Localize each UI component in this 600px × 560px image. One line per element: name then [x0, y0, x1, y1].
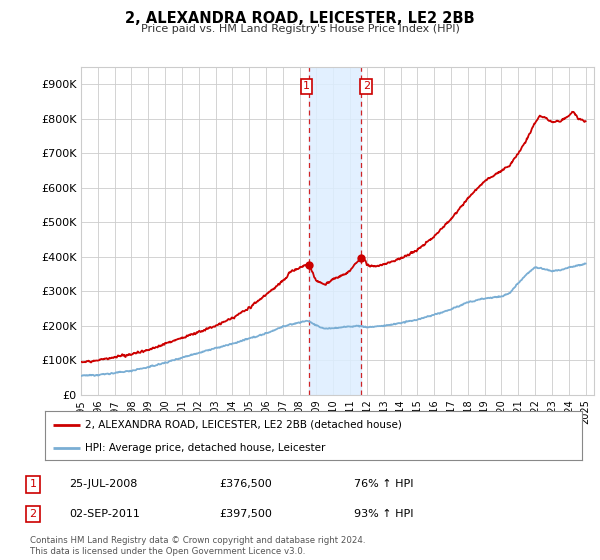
Text: 02-SEP-2011: 02-SEP-2011 [69, 509, 140, 519]
Text: £397,500: £397,500 [219, 509, 272, 519]
Text: 93% ↑ HPI: 93% ↑ HPI [354, 509, 413, 519]
Bar [309, 67, 361, 395]
Text: 1: 1 [303, 81, 310, 91]
Text: Contains HM Land Registry data © Crown copyright and database right 2024.
This d: Contains HM Land Registry data © Crown c… [30, 536, 365, 556]
Text: 2: 2 [363, 81, 370, 91]
Text: 76% ↑ HPI: 76% ↑ HPI [354, 479, 413, 489]
Text: HPI: Average price, detached house, Leicester: HPI: Average price, detached house, Leic… [85, 443, 326, 453]
Text: Price paid vs. HM Land Registry's House Price Index (HPI): Price paid vs. HM Land Registry's House … [140, 24, 460, 34]
Text: 2, ALEXANDRA ROAD, LEICESTER, LE2 2BB: 2, ALEXANDRA ROAD, LEICESTER, LE2 2BB [125, 11, 475, 26]
Text: 2: 2 [29, 509, 37, 519]
Text: 1: 1 [29, 479, 37, 489]
Text: £376,500: £376,500 [219, 479, 272, 489]
Text: 2, ALEXANDRA ROAD, LEICESTER, LE2 2BB (detached house): 2, ALEXANDRA ROAD, LEICESTER, LE2 2BB (d… [85, 420, 402, 430]
Text: 25-JUL-2008: 25-JUL-2008 [69, 479, 137, 489]
